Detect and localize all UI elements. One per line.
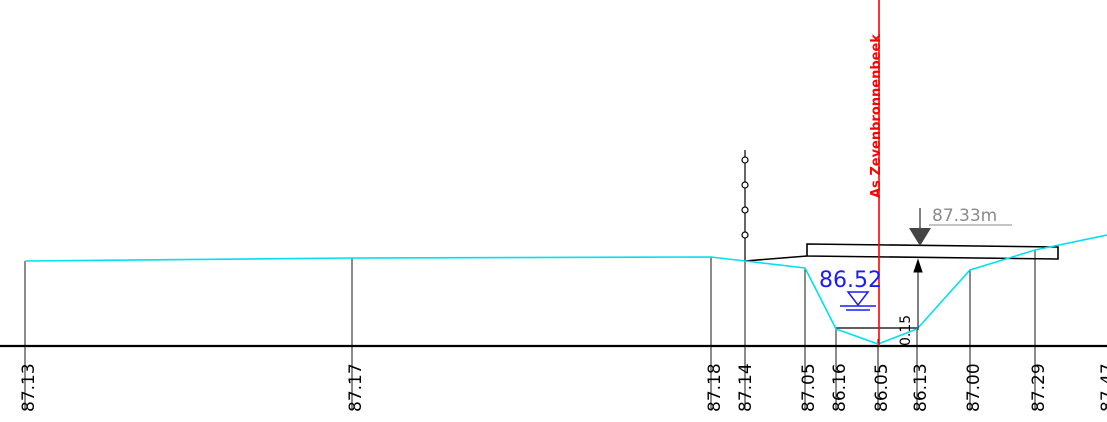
bridge-deck (744, 243, 1059, 262)
ground-level-labels: 87.13 87.17 87.18 87.14 87.05 86.16 86.0… (19, 363, 1107, 412)
ground-level-label: 87.17 (346, 363, 366, 412)
ground-level-label: 86.05 (872, 363, 892, 412)
ground-level-label: 87.18 (705, 363, 725, 412)
station-lines (24, 250, 1036, 410)
ground-level-label: 86.16 (830, 363, 850, 412)
top-level-label: 87.33m (932, 206, 997, 226)
ground-level-label: 87.47 (1098, 363, 1107, 412)
water-level-symbol (840, 291, 876, 311)
axis-label: As Zevenbronnenbeek (869, 34, 884, 198)
water-level-label: 86.52 (819, 268, 882, 293)
top-level-marker (909, 208, 1012, 246)
ground-level-label: 87.00 (964, 363, 984, 412)
ground-level-label: 87.29 (1029, 363, 1049, 412)
ground-level-label: 87.05 (799, 363, 819, 412)
terrain-profile (24, 234, 1107, 345)
ground-level-label: 86.13 (911, 363, 931, 412)
dimension-arrow (913, 258, 923, 330)
ground-level-label: 87.13 (19, 363, 39, 412)
ground-level-label: 87.14 (736, 363, 756, 412)
dimension-label: 0.15 (898, 315, 914, 346)
fence-pole (741, 150, 749, 261)
